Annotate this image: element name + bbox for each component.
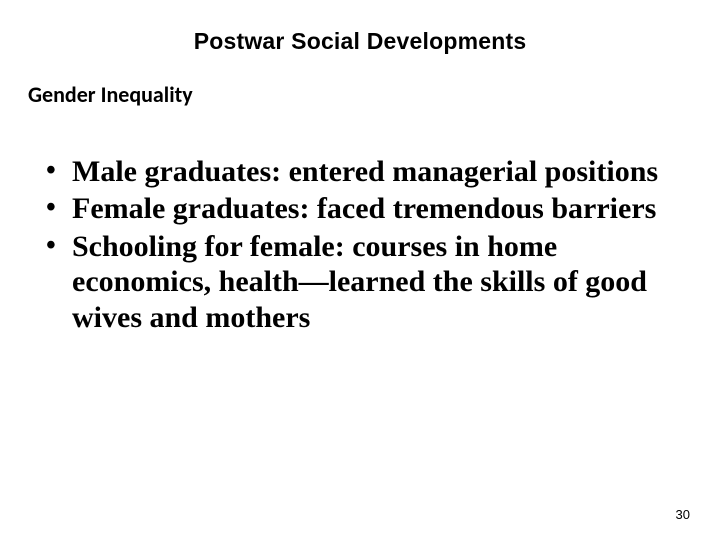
bullet-item: Male graduates: entered managerial posit…: [46, 154, 684, 189]
slide-title: Postwar Social Developments: [36, 28, 684, 55]
slide-container: Postwar Social Developments Gender Inequ…: [0, 0, 720, 540]
bullet-item: Female graduates: faced tremendous barri…: [46, 191, 684, 226]
bullet-item: Schooling for female: courses in home ec…: [46, 229, 684, 335]
bullet-list: Male graduates: entered managerial posit…: [36, 154, 684, 335]
slide-subtitle: Gender Inequality: [28, 81, 684, 108]
page-number: 30: [676, 507, 690, 522]
